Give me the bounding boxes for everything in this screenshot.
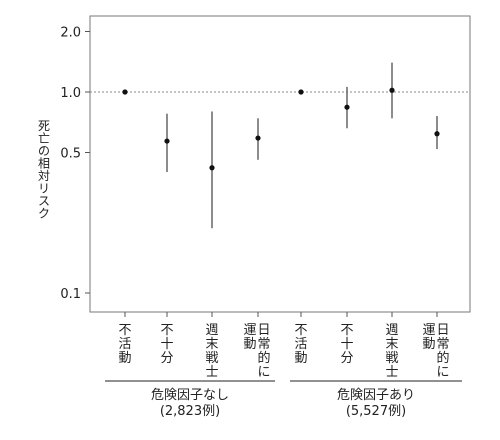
category-label-char: 十 — [340, 337, 353, 352]
category-label-char: 士 — [205, 365, 218, 380]
category-label-char: 戦 — [205, 351, 218, 366]
category-label: 不十分 — [160, 323, 173, 366]
category-label-char: 士 — [385, 365, 398, 380]
group-count: (2,823例) — [160, 404, 220, 419]
category-label: 不活動 — [118, 323, 131, 366]
y-axis-label-char: リ — [38, 182, 50, 196]
group-label: 危険因子あり — [337, 388, 415, 403]
category-label-char: 不 — [160, 323, 173, 338]
estimate-point — [434, 131, 440, 137]
y-axis-label-char: 対 — [38, 169, 50, 183]
category-label-char: 末 — [205, 337, 218, 352]
estimate-point — [255, 135, 261, 141]
category-label-char: 動 — [118, 351, 131, 366]
category-label-char: に — [257, 365, 270, 380]
category-label-char: 的 — [436, 350, 449, 366]
category-label-char: 活 — [118, 337, 131, 352]
estimate-point — [164, 138, 170, 144]
category-label-char: 日 — [436, 323, 449, 338]
category-label-char: 週 — [205, 323, 218, 338]
category-label-char: 的 — [257, 350, 270, 366]
category-label-char: 週 — [385, 323, 398, 338]
estimate-point — [389, 87, 395, 93]
category-label-char: 不 — [340, 323, 353, 338]
category-label-char: 動 — [294, 351, 307, 366]
category-label-char: 運 — [422, 323, 435, 338]
group-count: (5,527例) — [346, 404, 406, 419]
estimate-point — [122, 89, 128, 95]
estimate-point — [298, 89, 304, 95]
category-label-char: 活 — [294, 337, 307, 352]
y-axis-label-char: ク — [38, 207, 50, 221]
category-label-char: 末 — [385, 337, 398, 352]
y-tick-label: 2.0 — [60, 25, 81, 40]
category-label-char: 分 — [160, 351, 173, 366]
category-label-char: 分 — [340, 351, 353, 366]
category-label: 不活動 — [294, 323, 307, 366]
category-label-char: 常 — [436, 337, 449, 352]
category-label-char: 動 — [243, 337, 256, 352]
y-axis-label-char: 死 — [38, 119, 50, 133]
category-label: 不十分 — [340, 323, 353, 366]
group-label: 危険因子なし — [151, 388, 229, 403]
plot-frame — [89, 15, 471, 313]
category-label-char: 日 — [257, 323, 270, 338]
y-axis-label-char: 相 — [38, 157, 50, 171]
y-axis-label-char: 亡 — [38, 132, 50, 146]
category-label-char: 運 — [243, 323, 256, 338]
category-label-char: 戦 — [385, 351, 398, 366]
estimate-point — [209, 165, 215, 171]
category-label-char: 動 — [422, 337, 435, 352]
y-axis-label-char: ス — [38, 194, 50, 208]
estimate-point — [344, 104, 350, 110]
category-label-char: 不 — [294, 323, 307, 338]
y-tick-label: 0.5 — [60, 147, 81, 162]
y-axis-label-char: の — [38, 144, 50, 158]
y-tick-label: 1.0 — [60, 86, 81, 101]
category-label-char: 不 — [118, 323, 131, 338]
category-label-char: 十 — [160, 337, 173, 352]
category-label-char: 常 — [257, 337, 270, 352]
y-tick-label: 0.1 — [60, 287, 81, 302]
category-label-char: に — [436, 365, 449, 380]
